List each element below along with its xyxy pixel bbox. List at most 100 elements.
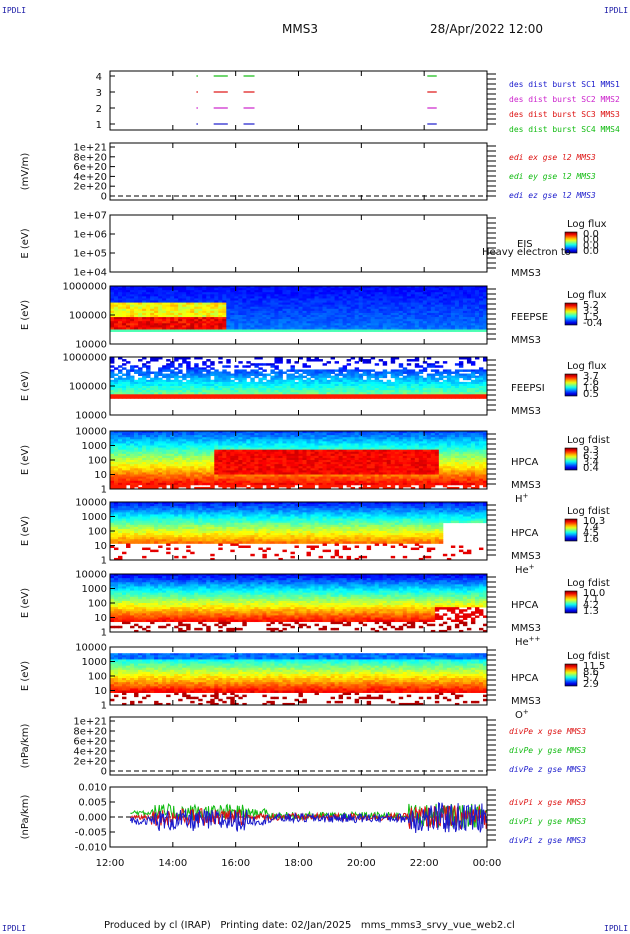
instrument-label: FEEPSI (511, 383, 545, 394)
y-tick-label: 10 (94, 470, 107, 481)
y-tick-label: 1e+06 (73, 230, 107, 241)
spacecraft-label: MMS3 (511, 696, 541, 707)
legend-entry: des dist burst SC4 MMS4 (509, 125, 620, 134)
time-tick-label: 00:00 (473, 858, 502, 869)
divpi-series-line (130, 803, 487, 829)
instrument-label: FEEPSE (511, 312, 548, 323)
colorbar-tick-label: 4.5 (583, 528, 599, 539)
colorbar-tick-label: 2.9 (583, 679, 599, 690)
colorbar-title: Log flux (567, 219, 607, 230)
spectrogram-hpca_hepp (110, 574, 488, 633)
colorbar-tick-label: -0.4 (583, 318, 603, 329)
instrument-label: EIS (517, 239, 533, 250)
colorbar-title: Log fdist (567, 578, 610, 589)
y-tick-label: 2e+20 (73, 182, 107, 193)
colorbar-title: Log fdist (567, 506, 610, 517)
spacecraft-label: MMS3 (511, 268, 541, 279)
y-axis-label: (nPa/km) (20, 795, 31, 840)
legend-entry: edi ey gse l2 MMS3 (509, 172, 596, 181)
y-tick-label: 8e+20 (73, 727, 107, 738)
colorbar (564, 231, 578, 254)
legend-entry: divPi y gse MMS3 (509, 817, 586, 826)
legend-entry: divPi z gse MMS3 (509, 836, 586, 845)
legend-entry: edi ex gse l2 MMS3 (509, 153, 596, 162)
colorbar-title: Log fdist (567, 435, 610, 446)
colorbar-title: Log flux (567, 361, 607, 372)
y-axis-label: (nPa/km) (20, 724, 31, 769)
y-tick-label: 10000 (75, 427, 107, 438)
y-tick-label: 2e+20 (73, 757, 107, 768)
spectrogram-hpca_h (110, 431, 488, 490)
colorbar-tick-label: 0.0 (583, 246, 599, 257)
instrument-label: HPCA (511, 457, 539, 468)
colorbar-tick-label: 1.5 (583, 312, 599, 323)
y-axis-label: E (eV) (20, 661, 31, 691)
colorbar-tick-label: 1.6 (583, 383, 599, 394)
spectrogram-feepse (110, 286, 488, 332)
instrument-label: HPCA (511, 673, 539, 684)
spacecraft-label: MMS3 (511, 551, 541, 562)
y-axis-label: E (eV) (20, 228, 31, 258)
colorbar-title: Log fdist (567, 651, 610, 662)
colorbar-tick-label: 7.4 (583, 522, 599, 533)
colorbar-tick-label: 5.7 (583, 673, 599, 684)
colorbar-tick-label: 2.6 (583, 377, 599, 388)
colorbar-tick-label: 7.1 (583, 594, 599, 605)
footer-credit: Produced by cl (IRAP) Printing date: 02/… (104, 920, 515, 931)
colorbar-tick-label: 3.3 (583, 306, 599, 317)
spacecraft-label: MMS3 (511, 623, 541, 634)
legend-entry: divPe y gse MMS3 (509, 746, 586, 755)
legend-entry: divPe z gse MMS3 (509, 765, 586, 774)
y-axis-label: E (eV) (20, 371, 31, 401)
y-tick-label: 1 (101, 556, 107, 567)
colorbar-tick-label: 11.5 (583, 661, 605, 672)
corner-label: IPDLI (604, 6, 629, 15)
spacecraft-label: MMS3 (511, 406, 541, 417)
y-tick-label: 10 (94, 686, 107, 697)
colorbar-tick-label: 1.6 (583, 534, 599, 545)
y-tick-label: 6e+20 (73, 162, 107, 173)
legend-entry: des dist burst SC1 MMS1 (509, 80, 620, 89)
divpi-series-line (129, 801, 487, 834)
y-tick-label: 1e+04 (73, 268, 107, 279)
y-tick-label: 1 (101, 701, 107, 712)
colorbar-tick-label: 3.4 (583, 457, 599, 468)
time-tick-label: 20:00 (347, 858, 376, 869)
instrument-label: HPCA (511, 600, 539, 611)
spacecraft-label: MMS3 (511, 480, 541, 491)
y-tick-label: 1e+05 (73, 249, 107, 260)
time-tick-label: 14:00 (158, 858, 187, 869)
mission-title: MMS3 (282, 22, 318, 36)
y-tick-label: 10 (94, 541, 107, 552)
colorbar-tick-label: 9.3 (583, 445, 599, 456)
colorbar-tick-label: 0.0 (583, 235, 599, 246)
legend-entry: des dist burst SC2 MMS2 (509, 95, 620, 104)
y-tick-label: 6e+20 (73, 737, 107, 748)
y-tick-label: 1 (101, 485, 107, 496)
colorbar-tick-label: 1.3 (583, 606, 599, 617)
y-tick-label: 4 (96, 72, 102, 83)
panel-frame (109, 214, 488, 273)
y-tick-label: 1 (101, 628, 107, 639)
y-tick-label: -0.010 (75, 843, 107, 854)
species-label: He++ (515, 635, 541, 648)
y-tick-label: 0.000 (78, 813, 107, 824)
panel-frame (109, 716, 488, 776)
y-tick-label: 0.010 (78, 783, 107, 794)
panel-frame (109, 142, 488, 201)
colorbar-tick-label: 10.3 (583, 516, 605, 527)
y-axis-label: E (eV) (20, 516, 31, 546)
y-tick-label: 4e+20 (73, 747, 107, 758)
colorbar-tick-label: 0.0 (583, 240, 599, 251)
y-tick-label: 1 (96, 120, 102, 131)
y-tick-label: 10000 (75, 411, 107, 422)
y-tick-label: 0 (101, 767, 107, 778)
y-tick-label: 1e+07 (73, 211, 107, 222)
y-axis-label: (mV/m) (20, 153, 31, 191)
colorbar (564, 373, 578, 397)
y-tick-label: -0.005 (75, 828, 107, 839)
time-tick-label: 18:00 (284, 858, 313, 869)
overlay-label: Heavy electron to (482, 247, 571, 258)
legend-entry: divPe x gse MMS3 (509, 727, 586, 736)
